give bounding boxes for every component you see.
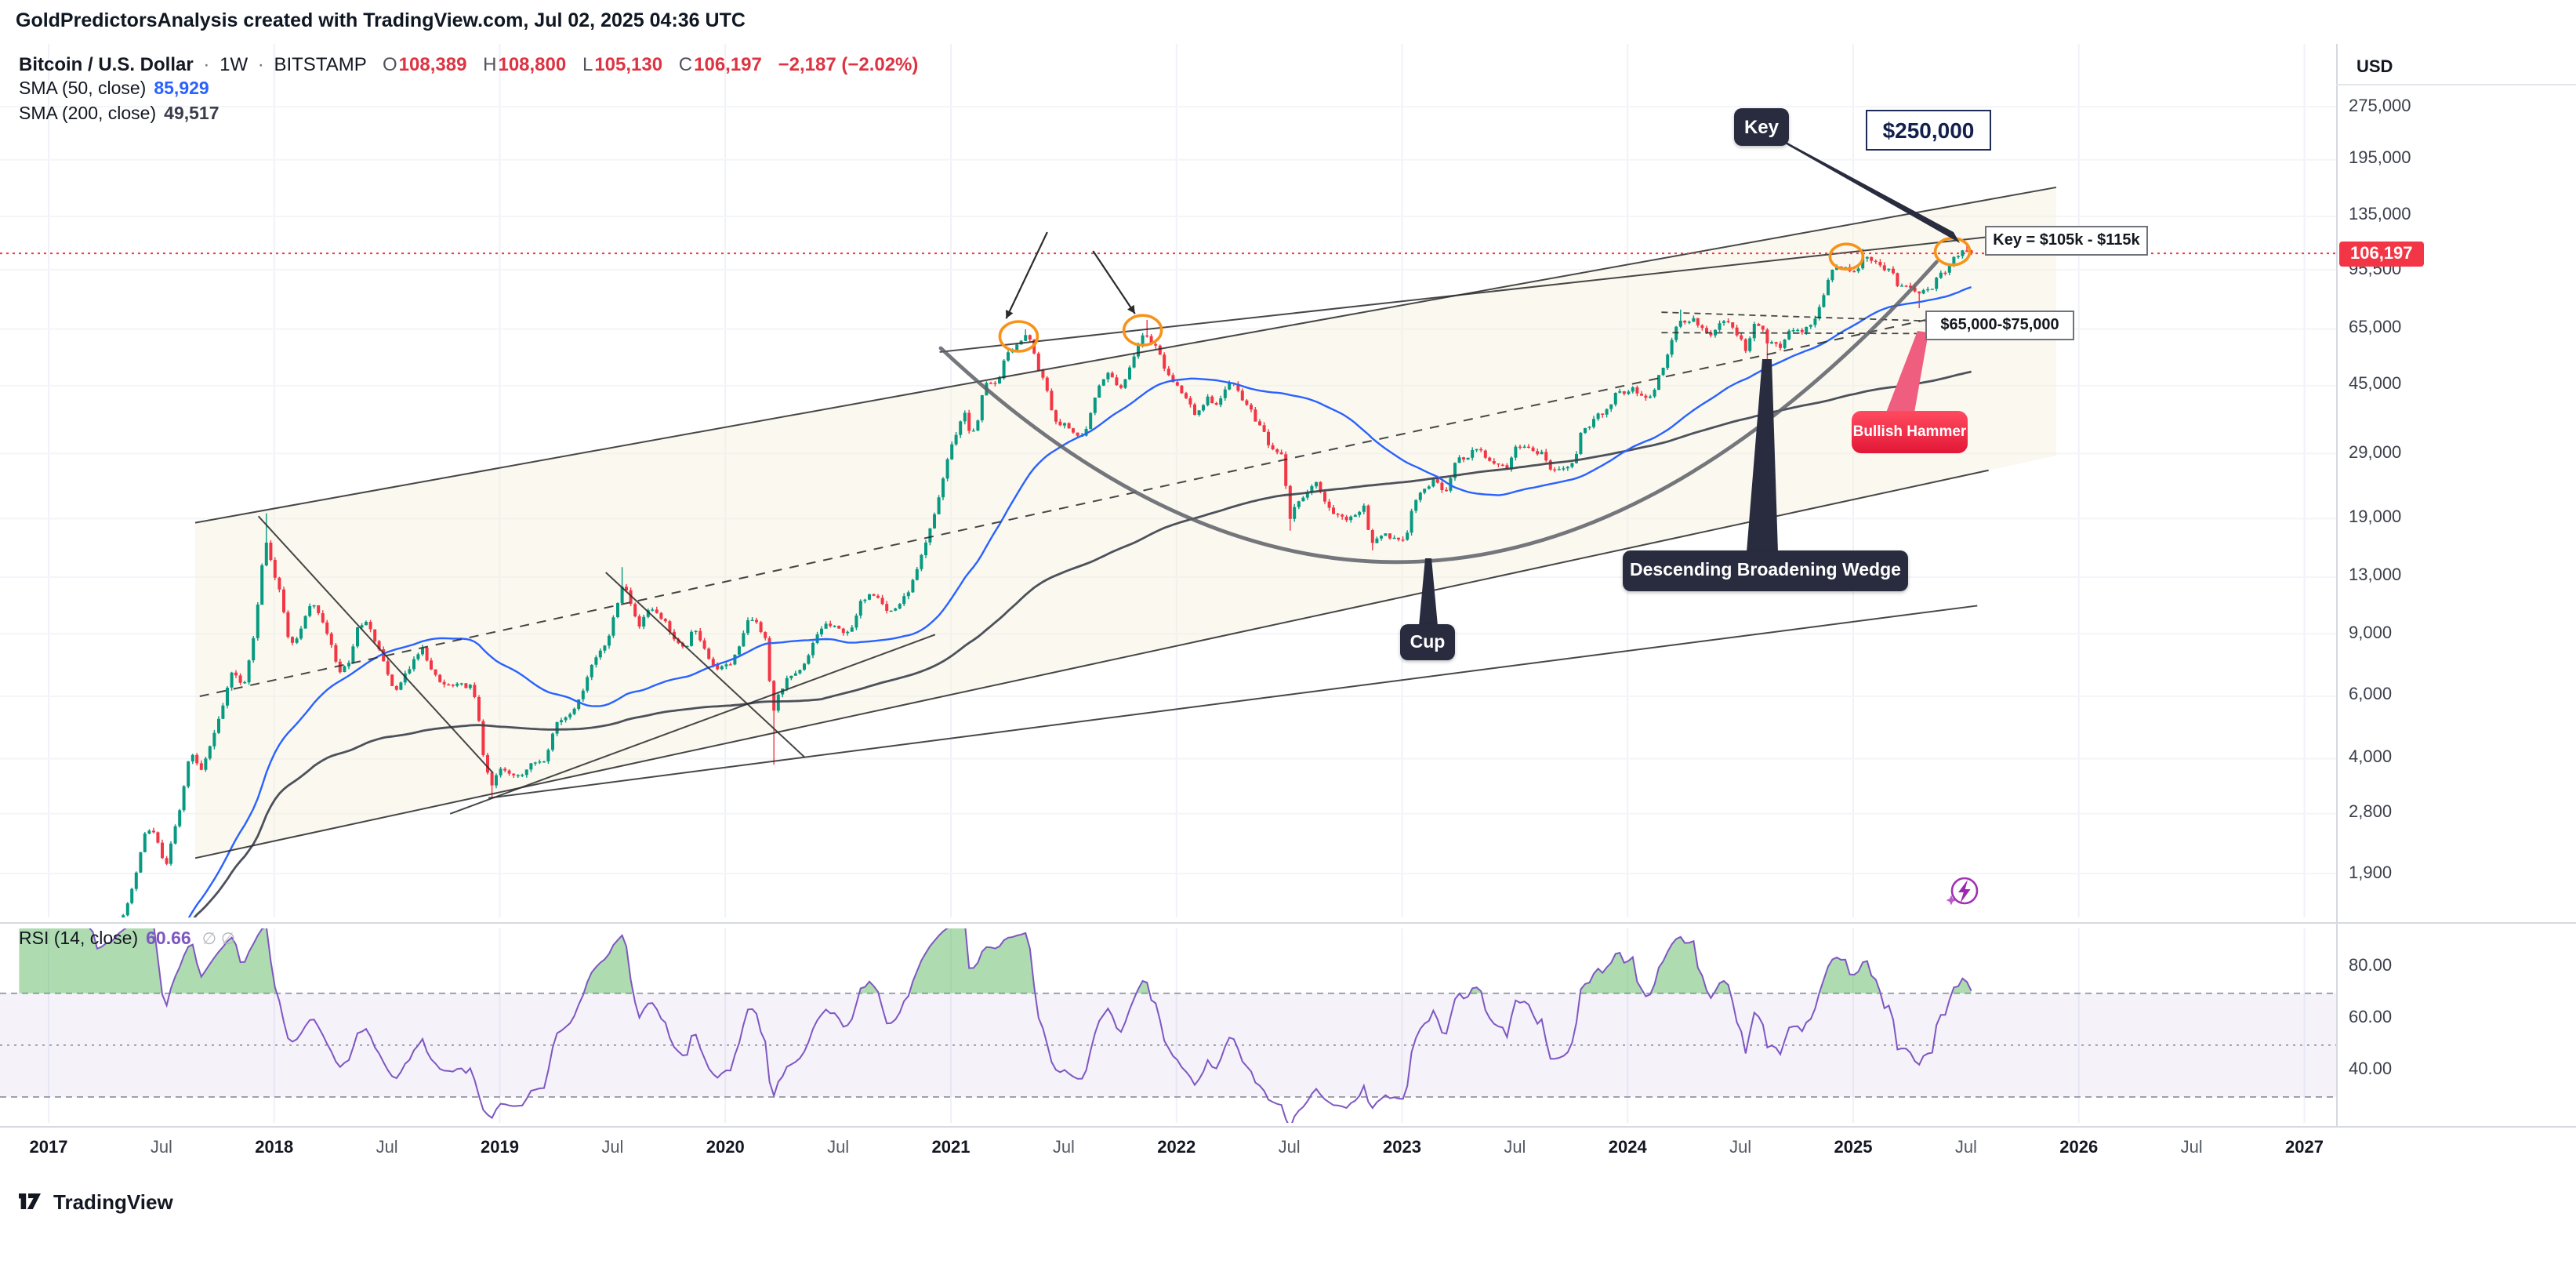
grid-lines [0,44,2336,1123]
last-price-badge: 106,197 [2339,241,2424,267]
time-axis[interactable]: 2017 Jul 2018 Jul 2019 Jul 2020 Jul 2021 Jul 2022 J… [0,1132,2576,1170]
time-axis-month-label: Jul [1954,1139,1977,1157]
separator-dot: · [257,53,264,75]
sma-50-line[interactable] [0,286,1972,1043]
symbol-name: Bitcoin / U.S. Dollar [19,53,194,75]
trend-lines[interactable] [194,186,2068,859]
price-axis-label: 65,000 [2349,318,2402,338]
sma200-label: SMA (200, close) [19,105,157,124]
price-axis-label: 9,000 [2349,623,2393,643]
bullish-hammer-badge[interactable]: Bullish Hammer [1852,411,1968,453]
time-axis-year-label: 2027 [2285,1139,2324,1157]
time-axis-year-label: 2018 [255,1139,294,1157]
price-axis-label: 4,000 [2349,748,2393,768]
time-axis-month-label: Jul [1052,1139,1075,1157]
rsi-disabled-icons: ∅ ∅ [201,930,236,949]
rsi-value: 60.66 [146,930,191,949]
price-axis-label: 195,000 [2349,149,2411,169]
support-zone-label[interactable]: $65,000-$75,000 [1925,311,2074,340]
change-value: −2,187 (−2.02%) [778,53,919,75]
rsi-axis-label: 80.00 [2349,957,2393,976]
time-axis-year-label: 2021 [931,1139,971,1157]
descending-broadening-wedge-badge[interactable]: Descending Broadening Wedge [1623,550,1908,591]
pane-separators [0,44,2576,1128]
currency-label: USD [2356,58,2393,77]
price-axis-label: 13,000 [2349,566,2402,586]
price-axis-label: 2,800 [2349,803,2393,823]
rsi-band [0,992,2336,1098]
tradingview-logo-icon [19,1193,41,1209]
separator-dot: · [203,53,210,75]
channel-fill [195,187,2056,859]
tradingview-logo[interactable]: TradingView [16,1187,173,1215]
sma50-legend-row[interactable]: SMA (50, close) 85,929 [19,80,209,99]
price-axis-label: 6,000 [2349,685,2393,705]
time-axis-year-label: 2019 [481,1139,519,1157]
rsi-axis-label: 40.00 [2349,1060,2393,1080]
sma-200-line[interactable] [0,370,1972,1043]
price-axis-label: 29,000 [2349,443,2402,463]
cup-pattern-badge[interactable]: Cup [1400,624,1455,660]
tradingview-logo-text: TradingView [53,1190,173,1213]
price-axis[interactable]: USD 275,000 195,000 135,000 95,500 65,000 45,… [2336,44,2576,1129]
time-axis-month-label: Jul [1504,1139,1526,1157]
time-axis-month-label: Jul [827,1139,850,1157]
time-axis-month-label: Jul [601,1139,624,1157]
hammer-callout-pointer[interactable] [1886,331,1928,412]
cup-callout-pointer[interactable] [1419,558,1438,626]
high-value: 108,800 [498,53,567,75]
sma50-label: SMA (50, close) [19,80,147,99]
rsi-line[interactable] [19,915,1972,1128]
rsi-label: RSI (14, close) [19,930,139,949]
time-axis-year-label: 2023 [1383,1139,1421,1157]
open-value: 108,389 [398,53,467,75]
sma50-value: 85,929 [154,80,209,99]
cup-arc[interactable] [938,260,1939,565]
exchange-label: BITSTAMP [274,53,367,75]
open-label: O [382,53,397,75]
key-annotation-badge[interactable]: Key [1734,108,1789,146]
annotation-pointers[interactable] [1419,133,1960,626]
interval-label: 1W [220,53,249,75]
key-callout-pointer[interactable] [1770,133,1960,243]
time-axis-year-label: 2017 [29,1139,68,1157]
time-axis-month-label: Jul [150,1139,172,1157]
time-axis-year-label: 2025 [1834,1139,1873,1157]
price-axis-label: 19,000 [2349,508,2402,528]
watermark-header: GoldPredictorsAnalysis created with Trad… [16,9,746,31]
sma200-legend-row[interactable]: SMA (200, close) 49,517 [19,105,220,124]
time-axis-year-label: 2024 [1608,1139,1647,1157]
rsi-overbought-fill [19,928,1972,994]
price-axis-label: 45,000 [2349,375,2402,394]
time-axis-year-label: 2022 [1157,1139,1196,1157]
time-axis-month-label: Jul [2180,1139,2203,1157]
price-target-label[interactable]: $250,000 [1866,110,1991,151]
low-value: 105,130 [594,53,663,75]
close-label: C [678,53,693,75]
price-axis-label: 135,000 [2349,205,2411,225]
close-value: 106,197 [694,53,762,75]
price-axis-label: 1,900 [2349,863,2393,882]
time-axis-month-label: Jul [376,1139,398,1157]
wedge-callout-pointer[interactable] [1747,359,1778,552]
pattern-lightning-icon[interactable] [1946,877,1979,906]
candlestick-series[interactable] [0,245,1973,1031]
rsi-legend-row[interactable]: RSI (14, close) 60.66 ∅ ∅ [19,930,235,949]
high-label: H [483,53,497,75]
time-axis-month-label: Jul [1278,1139,1301,1157]
key-zone-label[interactable]: Key = $105k - $115k [1985,226,2148,256]
rsi-axis-label: 60.00 [2349,1008,2393,1028]
time-axis-year-label: 2020 [706,1139,745,1157]
annotation-arrows[interactable] [1005,231,1136,319]
sma200-value: 49,517 [164,105,220,124]
time-axis-month-label: Jul [1729,1139,1752,1157]
time-axis-year-label: 2026 [2059,1139,2099,1157]
price-axis-label: 275,000 [2349,96,2411,116]
low-label: L [582,53,593,75]
